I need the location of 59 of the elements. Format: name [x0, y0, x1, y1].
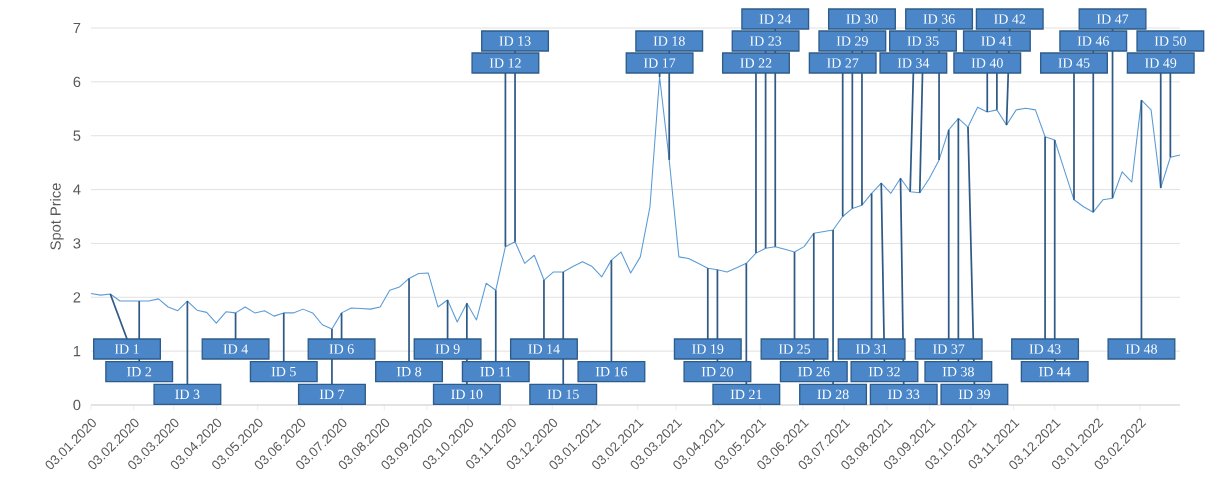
- annotation: ID 10: [451, 389, 483, 400]
- annotation: ID 14: [528, 344, 560, 354]
- annotation: ID 27: [827, 58, 859, 68]
- annotation: ID 46: [1077, 36, 1109, 46]
- annotation: ID 30: [846, 14, 878, 24]
- annotation: ID 34: [897, 58, 930, 68]
- y-tick-label: 0: [73, 399, 81, 411]
- annotation: ID 16: [595, 366, 628, 377]
- annotation: ID 24: [759, 14, 792, 24]
- annotation: ID 18: [653, 36, 685, 46]
- annotation: ID 37: [933, 344, 965, 354]
- y-tick-label: 2: [73, 292, 81, 303]
- annotation: ID 31: [855, 344, 887, 354]
- annotation: ID 3: [175, 389, 200, 400]
- annotation: ID 28: [817, 389, 849, 400]
- annotation: ID 32: [868, 366, 900, 377]
- annotation: ID 12: [489, 58, 521, 68]
- annotation: ID 13: [499, 36, 531, 46]
- annotation: ID 45: [1058, 58, 1090, 68]
- annotation: ID 25: [778, 344, 811, 354]
- annotation: ID 40: [971, 58, 1003, 68]
- annotation: ID 50: [1154, 36, 1186, 46]
- annotation: ID 47: [1096, 14, 1129, 24]
- y-tick-label: 4: [73, 184, 81, 195]
- annotation: ID 44: [1039, 367, 1071, 377]
- y-tick-label: 7: [73, 22, 81, 34]
- annotation: ID 20: [701, 366, 733, 377]
- annotation: ID 2: [127, 367, 152, 377]
- annotation: ID 43: [1029, 344, 1061, 354]
- annotation: ID 42: [994, 14, 1026, 24]
- annotation: ID 29: [836, 36, 868, 46]
- annotation: ID 17: [643, 58, 676, 68]
- annotation: ID 7: [319, 389, 345, 399]
- annotation: ID 21: [730, 389, 762, 399]
- annotation: ID 26: [798, 366, 830, 377]
- annotation: ID 4: [223, 344, 248, 354]
- annotation: ID 8: [396, 366, 422, 377]
- annotation: ID 33: [888, 389, 920, 400]
- y-tick-label: 6: [73, 76, 81, 88]
- annotation: ID 49: [1145, 58, 1177, 68]
- annotation: ID 38: [942, 366, 974, 377]
- y-tick-label: 1: [73, 346, 81, 357]
- annotation: ID 48: [1125, 344, 1158, 354]
- annotation: ID 35: [907, 36, 939, 46]
- y-tick-label: 5: [73, 130, 81, 141]
- annotation: ID 15: [547, 389, 579, 400]
- annotation: ID 41: [981, 36, 1013, 46]
- annotation: ID 39: [958, 389, 990, 400]
- annotation: ID 9: [435, 344, 460, 354]
- y-axis-title: Spot Price: [49, 183, 64, 250]
- annotation: ID 1: [114, 344, 139, 354]
- annotation: ID 36: [923, 14, 955, 24]
- annotation: ID 22: [740, 58, 772, 68]
- annotation: ID 23: [749, 36, 782, 46]
- annotation: ID 11: [480, 367, 511, 377]
- annotation: ID 19: [692, 344, 724, 354]
- annotation: ID 5: [271, 367, 296, 377]
- y-tick-label: 3: [73, 238, 81, 249]
- annotation: ID 6: [329, 344, 354, 354]
